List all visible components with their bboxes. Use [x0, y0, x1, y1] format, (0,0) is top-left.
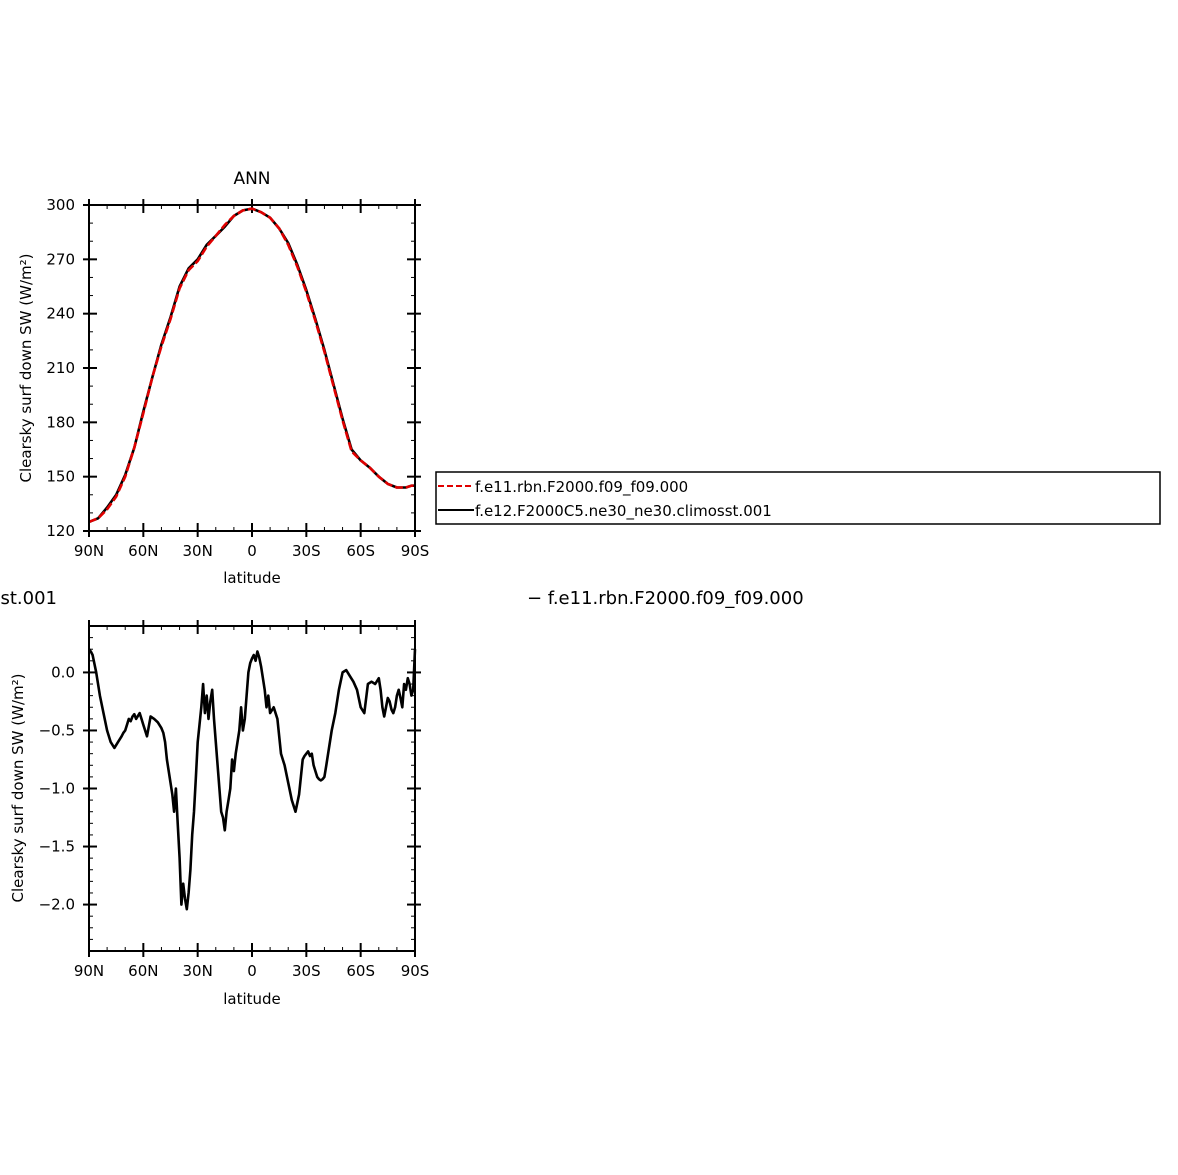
top-x-tick-label: 90S: [401, 542, 430, 560]
top-y-tick-label: 150: [46, 468, 75, 486]
bottom-series-group: [87, 648, 417, 911]
top-x-tick-label: 30N: [183, 542, 213, 560]
bottom-plot-frame: [88, 625, 416, 952]
top-x-tick-label: 0: [247, 542, 257, 560]
top-series-line-1: [88, 207, 415, 524]
bottom-ylabel: Clearsky surf down SW (W/m²): [9, 674, 27, 903]
top-y-tick-label: 210: [46, 359, 75, 377]
top-y-tick-label: 240: [46, 305, 75, 323]
top-ticks: 90N 60N 30N 0 30S 60S 90S 120 150 180 210 240 270 300: [46, 196, 429, 560]
top-title: ANN: [233, 169, 270, 189]
top-y-tick-label: 300: [46, 196, 75, 214]
bottom-x-tick-label: 0: [247, 962, 257, 980]
top-x-tick-label: 60N: [128, 542, 158, 560]
bottom-x-tick-label: 60S: [346, 962, 375, 980]
bottom-title-left: st.001: [0, 588, 57, 609]
bottom-xlabel: latitude: [223, 990, 281, 1008]
bottom-panel: st.001 − f.e11.rbn.F2000.f09_f09.000 90N…: [0, 588, 803, 1008]
top-y-tick-label: 180: [46, 413, 75, 431]
bottom-y-tick-label: −1.5: [39, 838, 75, 856]
bottom-series-line-1: [87, 648, 417, 911]
top-panel: ANN 90N 60N 30N 0 30S 60S 90S 120 150 180 210 240 27…: [17, 169, 429, 587]
top-x-tick-label: 90N: [74, 542, 104, 560]
top-series-group: [88, 207, 415, 524]
top-plot-frame: [88, 204, 416, 532]
legend-label-1: f.e11.rbn.F2000.f09_f09.000: [475, 478, 688, 497]
top-series-line-2: [88, 207, 415, 524]
bottom-x-tick-label: 90N: [74, 962, 104, 980]
bottom-y-tick-label: −1.0: [39, 780, 75, 798]
bottom-x-tick-label: 60N: [128, 962, 158, 980]
legend-label-2: f.e12.F2000C5.ne30_ne30.climosst.001: [475, 502, 772, 521]
top-x-tick-label: 30S: [292, 542, 321, 560]
bottom-y-tick-label: −2.0: [39, 896, 75, 914]
legend: f.e11.rbn.F2000.f09_f09.000 f.e12.F2000C…: [435, 471, 1161, 525]
bottom-x-tick-label: 30N: [183, 962, 213, 980]
top-y-tick-label: 270: [46, 250, 75, 268]
top-x-tick-label: 60S: [346, 542, 375, 560]
bottom-y-tick-label: −0.5: [39, 721, 75, 739]
bottom-x-tick-label: 90S: [401, 962, 430, 980]
top-ylabel: Clearsky surf down SW (W/m²): [17, 254, 35, 483]
top-y-tick-label: 120: [46, 522, 75, 540]
bottom-x-tick-label: 30S: [292, 962, 321, 980]
legend-box: [435, 471, 1161, 525]
top-xlabel: latitude: [223, 569, 281, 587]
bottom-title-right: − f.e11.rbn.F2000.f09_f09.000: [527, 588, 804, 609]
bottom-y-tick-label: 0.0: [51, 663, 75, 681]
